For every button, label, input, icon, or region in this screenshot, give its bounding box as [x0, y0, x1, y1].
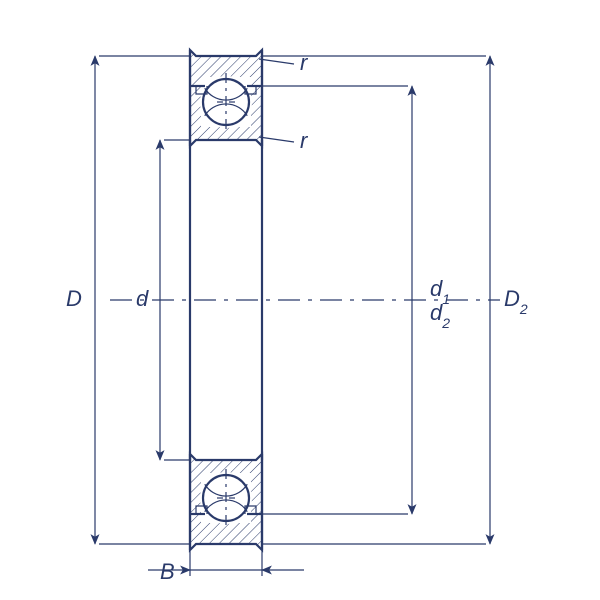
- label-r-inner: r: [300, 128, 309, 153]
- label-D2: D2: [504, 286, 528, 317]
- leader-r-outer: [259, 59, 294, 64]
- leader-r-inner: [259, 137, 294, 142]
- label-B: B: [160, 559, 175, 584]
- label-d: d: [136, 286, 149, 311]
- label-D: D: [66, 286, 82, 311]
- bearing-cross-section-diagram: Ddd1d2D2Brr: [0, 0, 600, 600]
- label-r-outer: r: [300, 50, 309, 75]
